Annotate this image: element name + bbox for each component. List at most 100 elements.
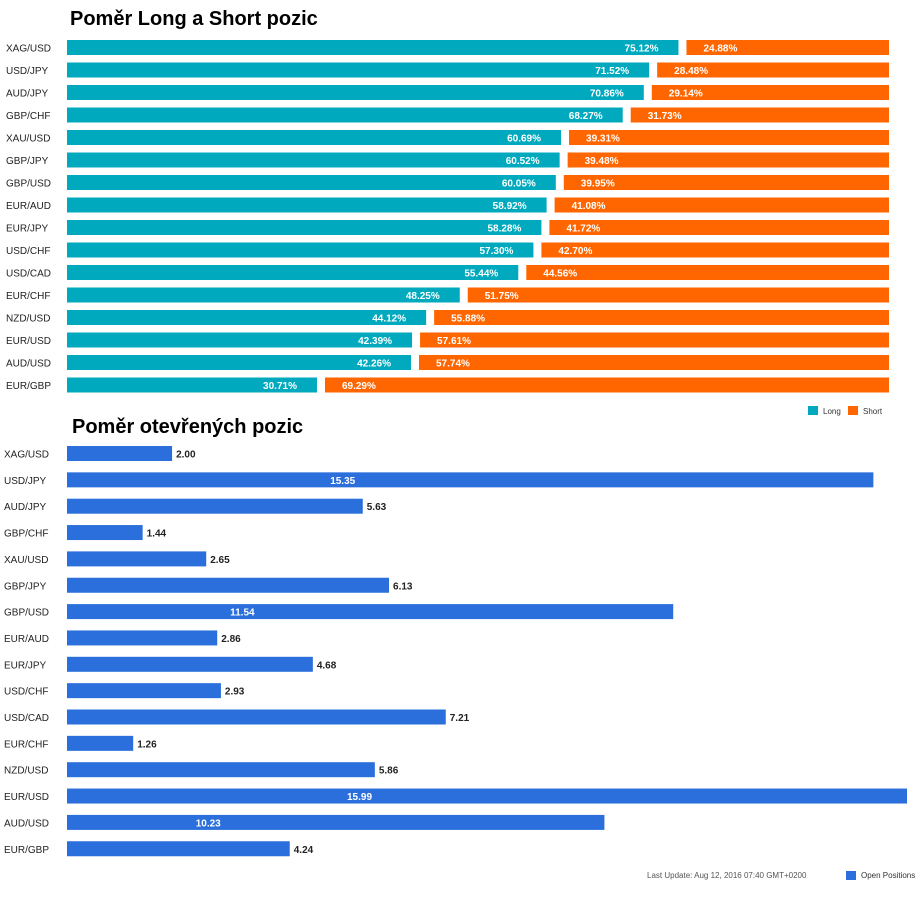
data-label-short: 42.70% xyxy=(558,246,592,257)
bar-short xyxy=(549,220,889,235)
bar-long xyxy=(67,85,644,100)
bar-open-positions xyxy=(67,498,363,514)
data-label-open-positions: 10.23 xyxy=(196,818,221,829)
category-label: GBP/USD xyxy=(6,179,51,190)
data-label-long: 71.52% xyxy=(595,66,629,77)
category-label: GBP/USD xyxy=(4,608,49,619)
chart-title-long-short: Poměr Long a Short pozic xyxy=(70,8,318,30)
bar-long xyxy=(67,62,650,78)
data-label-open-positions: 2.93 xyxy=(225,687,245,698)
data-label-open-positions: 5.86 xyxy=(379,766,399,777)
data-label-long: 42.26% xyxy=(357,359,391,370)
last-update-text: Last Update: Aug 12, 2016 07:40 GMT+0200 xyxy=(647,871,807,880)
category-label: GBP/JPY xyxy=(6,156,49,167)
data-label-open-positions: 15.35 xyxy=(330,476,355,487)
bar-open-positions xyxy=(67,814,605,830)
bar-short xyxy=(569,130,889,145)
bar-open-positions xyxy=(67,630,218,646)
data-label-open-positions: 15.99 xyxy=(347,792,372,803)
bar-open-positions xyxy=(67,735,134,751)
legend-label-short: Short xyxy=(863,407,883,416)
category-label: EUR/JPY xyxy=(6,224,49,235)
category-label: XAU/USD xyxy=(6,134,50,145)
data-label-open-positions: 4.68 xyxy=(317,660,337,671)
category-label: USD/CHF xyxy=(6,246,50,257)
bar-open-positions xyxy=(67,525,143,541)
bar-long xyxy=(67,152,560,168)
bar-short xyxy=(567,152,889,168)
data-label-long: 55.44% xyxy=(464,269,498,280)
category-label: NZD/USD xyxy=(4,766,48,777)
data-label-short: 57.61% xyxy=(437,336,471,347)
bar-long xyxy=(67,355,411,370)
bar-short xyxy=(554,197,889,213)
category-label: USD/CHF xyxy=(4,687,48,698)
category-label: EUR/AUD xyxy=(4,634,49,645)
category-label: AUD/JPY xyxy=(6,89,49,100)
bar-short xyxy=(526,265,889,280)
bar-short xyxy=(651,85,889,100)
category-label: EUR/GBP xyxy=(6,381,51,392)
category-label: AUD/USD xyxy=(4,818,49,829)
category-label: GBP/CHF xyxy=(4,529,48,540)
data-label-open-positions: 2.00 xyxy=(176,450,196,461)
bar-long xyxy=(67,220,542,235)
bar-short xyxy=(434,310,889,325)
category-label: XAG/USD xyxy=(4,450,49,461)
data-label-open-positions: 7.21 xyxy=(450,713,470,724)
category-label: EUR/GBP xyxy=(4,845,49,856)
legend-label-long: Long xyxy=(823,407,841,416)
data-label-open-positions: 1.26 xyxy=(137,739,157,750)
data-label-short: 41.08% xyxy=(572,201,606,212)
bar-long xyxy=(67,175,556,190)
category-label: GBP/CHF xyxy=(6,111,50,122)
data-label-long: 57.30% xyxy=(480,246,514,257)
category-label: NZD/USD xyxy=(6,314,50,325)
data-label-short: 39.31% xyxy=(586,134,620,145)
data-label-short: 69.29% xyxy=(342,381,376,392)
category-label: USD/CAD xyxy=(6,269,51,280)
data-label-open-positions: 4.24 xyxy=(294,845,314,856)
bar-open-positions xyxy=(67,841,290,857)
data-label-long: 48.25% xyxy=(406,291,440,302)
legend-swatch-long xyxy=(808,406,818,415)
bar-open-positions xyxy=(67,656,313,672)
data-label-long: 60.69% xyxy=(507,134,541,145)
category-label: EUR/JPY xyxy=(4,660,47,671)
bar-long xyxy=(67,107,623,123)
bar-short xyxy=(563,175,889,190)
data-label-long: 60.05% xyxy=(502,179,536,190)
category-label: GBP/JPY xyxy=(4,581,47,592)
legend-swatch-open-positions xyxy=(846,871,856,880)
category-label: USD/JPY xyxy=(4,476,47,487)
bar-long xyxy=(67,377,317,393)
bar-short xyxy=(657,62,889,78)
bar-open-positions xyxy=(67,472,874,488)
bar-open-positions xyxy=(67,604,674,620)
category-label: USD/CAD xyxy=(4,713,49,724)
data-label-short: 39.48% xyxy=(585,156,619,167)
bar-long xyxy=(67,242,534,258)
bar-short xyxy=(630,107,889,123)
bar-open-positions xyxy=(67,762,375,778)
data-label-long: 58.28% xyxy=(487,224,521,235)
data-label-short: 57.74% xyxy=(436,359,470,370)
data-label-long: 60.52% xyxy=(506,156,540,167)
data-label-long: 30.71% xyxy=(263,381,297,392)
data-label-short: 28.48% xyxy=(674,66,708,77)
bar-short xyxy=(686,40,889,55)
bar-open-positions xyxy=(67,551,207,567)
category-label: EUR/USD xyxy=(6,336,51,347)
category-label: EUR/CHF xyxy=(6,291,50,302)
data-label-long: 58.92% xyxy=(493,201,527,212)
data-label-short: 44.56% xyxy=(543,269,577,280)
data-label-long: 70.86% xyxy=(590,89,624,100)
bar-long xyxy=(67,40,679,55)
data-label-open-positions: 1.44 xyxy=(147,529,167,540)
category-label: EUR/CHF xyxy=(4,739,48,750)
data-label-short: 41.72% xyxy=(566,224,600,235)
category-label: USD/JPY xyxy=(6,66,49,77)
data-label-short: 24.88% xyxy=(703,44,737,55)
bar-long xyxy=(67,332,413,348)
